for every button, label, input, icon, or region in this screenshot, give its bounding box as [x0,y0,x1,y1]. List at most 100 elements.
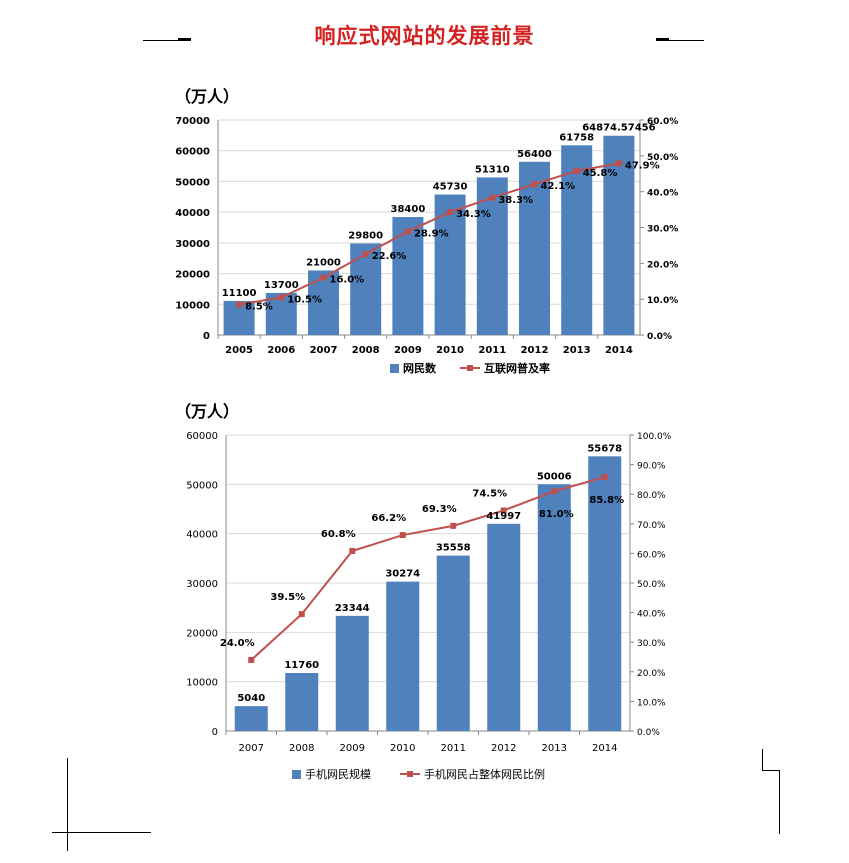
line-point-2008 [362,251,369,258]
line-point-2008 [298,611,305,618]
x-tick-label: 2013 [563,345,591,356]
line-point-2011 [489,194,496,201]
y-tick-label: 0 [212,727,218,738]
y2-tick-label: 80.0% [637,491,666,501]
y2-tick-label: 60.0% [647,117,678,127]
x-tick-label: 2011 [478,345,506,356]
bar-2014 [603,135,635,335]
series-line [250,476,606,661]
x-tick-label: 2014 [605,345,633,356]
chart-netizens: （万人） 0 10000 20000 30000 40000 50000 60000 70000… [175,87,678,375]
y2-tick-label: 20.0% [637,669,666,679]
crop-mark-bottom-right-h [762,770,780,771]
line-value-label: 34.3% [456,209,491,220]
line-value-label: 16.0% [330,275,365,286]
bar-2010 [434,194,466,335]
line-point-2011 [450,522,457,529]
bar-value-label: 13700 [264,280,299,291]
y-tick-label: 20000 [186,628,218,639]
legend-line-marker [467,365,473,371]
y2-tick-label: 40.0% [647,189,678,199]
x-tick-label: 2007 [239,743,264,754]
x-tick-label: 2012 [491,743,516,754]
y2-tick-label: 60.0% [637,550,666,560]
line-value-label: 39.5% [270,592,305,603]
line-point-2007 [248,656,255,663]
line-value-label: 24.0% [220,638,255,649]
line-point-2005 [236,301,243,308]
x-tick-label: 2005 [225,345,253,356]
y2-tick-label: 10.0% [647,296,678,306]
line-value-label: 85.8% [589,495,624,506]
chart-mobile-netizens: （万人） 0 10000 20000 30000 40000 50000 60000 0.0% 1… [175,402,672,781]
y2-tick-label: 100.0% [637,432,672,442]
line-value-label: 69.3% [422,504,457,515]
bar-value-label: 30274 [385,569,420,580]
x-tick-label: 2010 [390,743,415,754]
bar-value-label: 38400 [391,204,426,215]
header-rule-left-tick [178,38,191,40]
bar-value-label: 11760 [284,660,319,671]
bar-value-label: 50006 [537,471,572,482]
x-tick-label: 2006 [267,345,295,356]
y-tick-label: 10000 [186,678,218,689]
y-tick-label: 60000 [186,431,218,442]
series-line [238,162,620,306]
unit-label: （万人） [175,87,239,106]
x-tick-label: 2012 [521,345,549,356]
y2-tick-label: 10.0% [637,698,666,708]
line-value-label: 45.8% [583,168,618,179]
bar-2012 [487,523,521,731]
line-value-label: 66.2% [371,513,406,524]
legend-line-label: 互联网普及率 [484,361,550,375]
unit-label: （万人） [175,402,239,421]
legend-line-label: 手机网民占整体网民比例 [424,767,545,781]
legend-bar-swatch [390,364,399,373]
line-point-2006 [278,294,285,301]
header-rule-right-tick [656,38,669,40]
bar-2009 [335,615,369,731]
y2-tick-label: 90.0% [637,462,666,472]
bar-2010 [386,581,420,731]
y-tick-label: 30000 [186,579,218,590]
line-value-label: 47.9% [625,160,660,171]
y2-tick-label: 20.0% [647,260,678,270]
y-tick-label: 40000 [175,208,210,219]
line-point-2012 [500,507,507,514]
y2-tick-label: 50.0% [637,580,666,590]
line-point-2014 [615,160,622,167]
x-tick-label: 2013 [542,743,567,754]
bar-value-label: 51310 [475,164,510,175]
y2-tick-label: 50.0% [647,153,678,163]
line-point-2014 [601,474,608,481]
y-tick-label: 70000 [175,116,210,127]
line-value-label: 60.8% [321,529,356,540]
line-point-2010 [399,532,406,539]
x-tick-label: 2009 [394,345,422,356]
line-point-2013 [551,488,558,495]
bar-2011 [476,177,508,335]
line-value-label: 10.5% [287,294,322,305]
bar-2011 [436,555,470,731]
bar-value-label: 29800 [348,230,383,241]
crop-mark-bottom-left-v [67,758,68,851]
bar-value-label: 35558 [436,543,471,554]
x-tick-label: 2014 [592,743,617,754]
header-rule-right [656,40,704,41]
y-tick-label: 40000 [186,530,218,541]
bar-2013 [561,145,593,335]
bar-value-label: 61758 [559,132,594,143]
y-tick-label: 30000 [175,239,210,250]
line-point-2009 [349,548,356,555]
y-tick-label: 0 [203,331,210,342]
crop-mark-bottom-right-v1 [762,749,763,771]
y2-tick-label: 40.0% [637,610,666,620]
line-point-2012 [531,181,538,188]
x-tick-label: 2007 [310,345,338,356]
y-tick-label: 50000 [175,177,210,188]
bar-value-label: 5040 [237,693,265,704]
y-tick-label: 50000 [186,480,218,491]
bar-2013 [537,484,571,731]
y2-tick-label: 0.0% [637,728,660,738]
line-value-label: 74.5% [472,488,507,499]
